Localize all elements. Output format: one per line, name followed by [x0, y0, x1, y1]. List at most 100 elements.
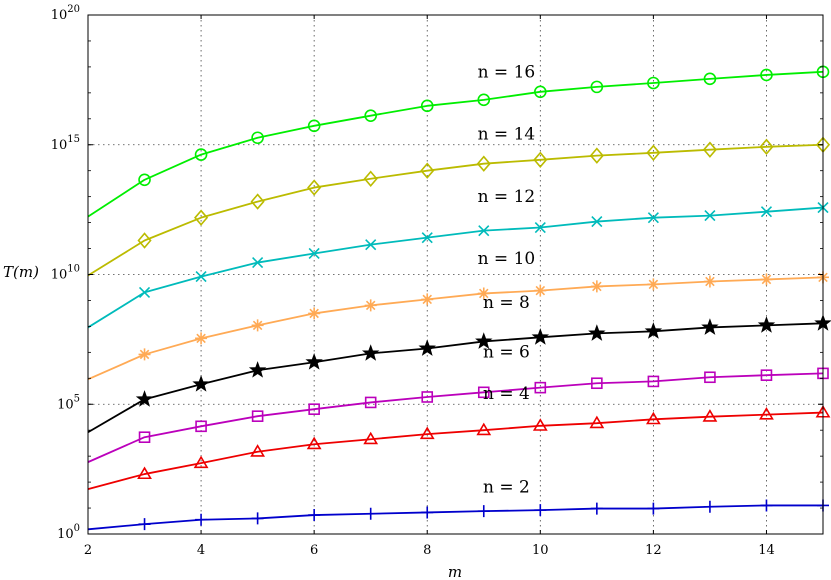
y-tick-exponent: 0 — [74, 523, 80, 534]
data-point-plus — [138, 518, 151, 531]
data-point-plus — [195, 513, 208, 526]
grid — [88, 15, 823, 534]
data-point-triangle — [702, 409, 718, 422]
x-tick-label: 14 — [758, 543, 775, 558]
y-tick-label: 1020 — [51, 4, 80, 23]
y-tick-label: 1015 — [51, 134, 80, 153]
data-point-plus — [534, 504, 547, 517]
data-point-asterisk — [251, 319, 264, 332]
series-label: n = 4 — [483, 384, 530, 404]
data-point-square — [760, 369, 773, 381]
series-label: n = 10 — [478, 249, 536, 269]
data-point-diamond — [307, 179, 322, 196]
data-point-triangle — [419, 426, 435, 440]
data-point-x — [647, 212, 659, 224]
data-point-asterisk — [364, 299, 377, 312]
series-n-16 — [87, 65, 830, 218]
data-point-star — [135, 390, 154, 407]
data-point-x — [760, 206, 773, 218]
data-point-triangle — [476, 422, 492, 436]
data-point-triangle — [250, 444, 266, 457]
data-point-circle — [420, 99, 434, 113]
y-tick-exponent: 15 — [67, 134, 80, 145]
data-point-triangle — [363, 431, 379, 445]
data-point-asterisk — [703, 275, 716, 288]
data-point-star — [248, 361, 267, 378]
series-line — [87, 276, 824, 381]
data-point-asterisk — [647, 278, 660, 291]
data-point-star — [757, 316, 776, 333]
data-point-square — [704, 371, 716, 384]
data-point-square — [364, 396, 377, 409]
data-point-circle — [251, 131, 264, 145]
data-point-plus — [308, 509, 321, 522]
y-tick-base: 10 — [51, 8, 68, 23]
data-point-square — [138, 431, 151, 444]
y-tick-base: 10 — [51, 138, 68, 153]
data-point-x — [365, 239, 377, 251]
data-point-circle — [138, 173, 151, 187]
data-point-diamond — [702, 141, 717, 158]
data-point-triangle — [589, 415, 605, 429]
data-point-plus — [364, 507, 377, 520]
data-point-circle — [307, 119, 321, 133]
data-point-circle — [647, 76, 660, 90]
data-point-circle — [477, 93, 491, 107]
data-point-asterisk — [477, 287, 490, 300]
data-point-diamond — [589, 147, 604, 164]
data-point-square — [591, 377, 603, 390]
data-point-plus — [421, 506, 434, 519]
series-n-4 — [87, 404, 831, 490]
x-tick-label: 8 — [423, 543, 431, 558]
data-point-star — [531, 328, 550, 345]
y-tick-label: 100 — [57, 523, 80, 542]
y-tick-exponent: 5 — [74, 393, 80, 404]
data-point-star — [644, 322, 663, 339]
series-n-14 — [87, 136, 831, 277]
data-point-star — [361, 344, 380, 361]
x-tick-label: 2 — [84, 543, 92, 558]
data-point-circle — [194, 148, 208, 161]
data-point-x — [138, 286, 151, 298]
data-point-square — [421, 391, 434, 403]
data-point-star — [588, 324, 606, 341]
series-label: n = 8 — [483, 293, 530, 313]
data-point-circle — [590, 80, 604, 94]
data-point-asterisk — [421, 293, 434, 306]
series-n-6 — [87, 367, 829, 463]
x-axis-label: m — [448, 563, 462, 580]
data-point-asterisk — [590, 280, 603, 293]
data-point-triangle — [759, 407, 774, 420]
y-axis-label: T(m) — [3, 263, 39, 281]
data-point-asterisk — [760, 273, 773, 286]
data-point-star — [475, 332, 493, 349]
data-point-square — [251, 410, 264, 422]
data-point-plus — [703, 500, 716, 513]
data-point-star — [418, 339, 436, 356]
data-point-triangle — [532, 418, 548, 431]
data-point-x — [195, 271, 207, 283]
series-line — [87, 143, 824, 277]
series-n-10 — [87, 271, 829, 381]
series-line — [87, 372, 824, 463]
data-point-x — [534, 221, 546, 234]
series-n-8 — [87, 314, 831, 434]
data-point-diamond — [759, 138, 774, 156]
series-label: n = 12 — [478, 187, 536, 207]
data-point-x — [704, 210, 716, 222]
data-point-square — [534, 381, 547, 394]
data-point-square — [477, 386, 490, 399]
data-point-star — [192, 375, 210, 392]
series-line — [87, 504, 823, 531]
series-n-2 — [87, 499, 829, 531]
series-label: n = 6 — [483, 343, 530, 363]
data-point-circle — [364, 109, 377, 122]
data-point-asterisk — [195, 332, 208, 345]
data-point-square — [647, 375, 660, 388]
series-line — [87, 70, 824, 218]
x-tick-label: 4 — [197, 543, 205, 558]
series-layer — [87, 65, 831, 531]
data-point-star — [305, 353, 323, 370]
data-point-triangle — [306, 436, 322, 450]
